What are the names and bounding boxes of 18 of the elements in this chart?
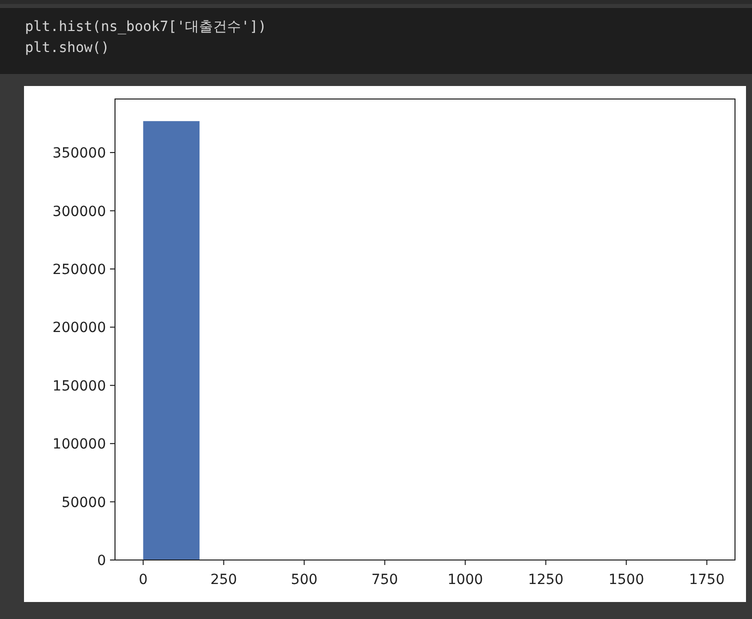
- y-tick-label: 50000: [61, 494, 106, 511]
- text: plt.hist(ns_book7['대출건수']): [25, 19, 266, 35]
- y-tick-label: 350000: [52, 146, 106, 162]
- y-tick-label: 100000: [52, 436, 106, 453]
- y-tick-label: 300000: [52, 204, 106, 220]
- y-tick-label: 150000: [52, 378, 106, 394]
- x-tick-label: 750: [371, 572, 398, 588]
- y-tick-label: 200000: [52, 320, 106, 336]
- text: plt.show(): [25, 40, 110, 56]
- y-tick-label: 0: [97, 553, 106, 569]
- x-tick-label: 250: [210, 572, 238, 588]
- x-tick-label: 1750: [689, 572, 725, 588]
- x-tick-label: 0: [138, 572, 148, 588]
- x-tick-label: 1500: [608, 572, 644, 588]
- y-tick-label: 250000: [52, 262, 106, 278]
- x-tick-label: 1000: [447, 572, 484, 588]
- x-tick-label: 500: [290, 572, 318, 588]
- x-tick-label: 1250: [528, 572, 564, 588]
